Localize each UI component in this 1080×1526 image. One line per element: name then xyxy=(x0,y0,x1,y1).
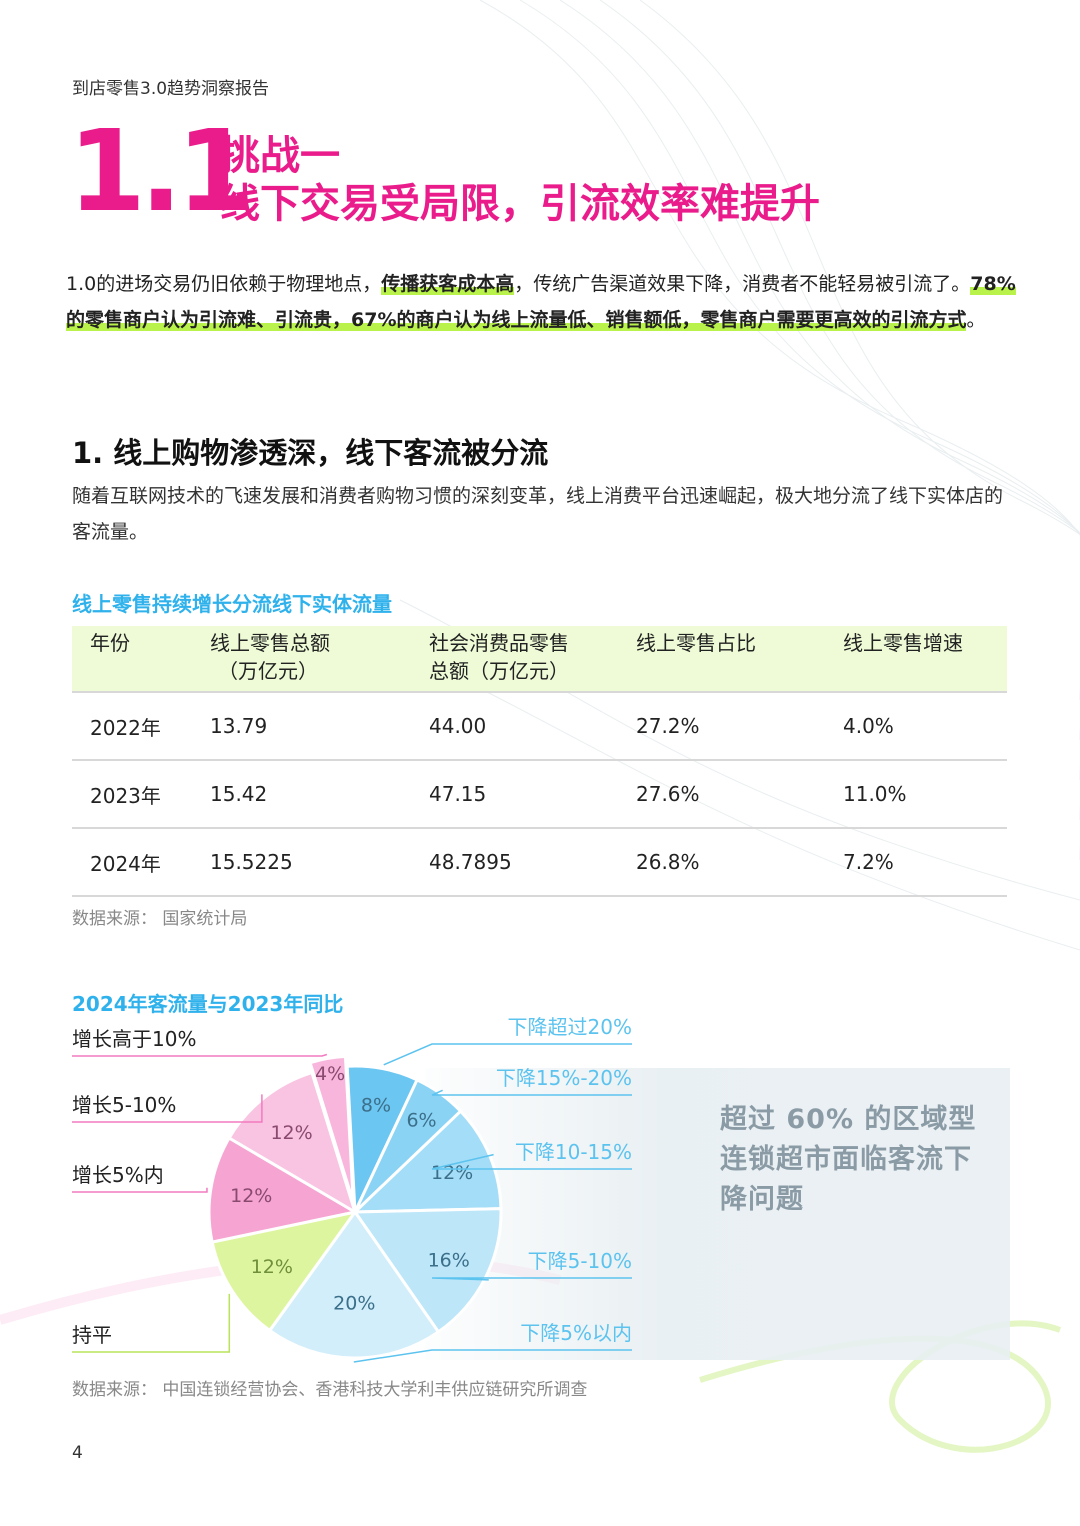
callout-panel xyxy=(425,1068,1010,1360)
header-online-total: 线上零售总额 （万亿元） xyxy=(192,626,411,693)
slice-value-label: 12% xyxy=(251,1256,293,1278)
intro-text: ，传统广告渠道效果下降，消费者不能轻易被引流了。 xyxy=(514,273,971,295)
table-row: 2022年 13.79 44.00 27.2% 4.0% xyxy=(72,692,1007,761)
cell-online-share: 27.6% xyxy=(618,760,825,829)
subsection-heading: 1. 线上购物渗透深，线下客流被分流 xyxy=(72,436,549,470)
report-title: 到店零售3.0趋势洞察报告 xyxy=(72,79,270,99)
leader-line xyxy=(431,1153,632,1170)
intro-text: 。 xyxy=(966,309,986,331)
pie-slice xyxy=(308,1054,355,1203)
cell-year: 2022年 xyxy=(72,692,192,761)
retail-data-table: 年份 线上零售总额 （万亿元） 社会消费品零售 总额（万亿元） 线上零售占比 线上零… xyxy=(72,626,1007,897)
cell-retail-total: 44.00 xyxy=(411,692,618,761)
intro-text: 1.0的进场交易仍旧依赖于物理地点， xyxy=(66,273,382,295)
slice-category-label: 下降5-10% xyxy=(528,1249,632,1273)
cell-year: 2023年 xyxy=(72,760,192,829)
leader-line xyxy=(72,1094,263,1123)
slice-value-label: 8% xyxy=(361,1095,391,1117)
leader-line xyxy=(431,1277,632,1281)
cell-year: 2024年 xyxy=(72,828,192,897)
slice-category-label: 下降15%-20% xyxy=(496,1066,632,1090)
leader-line xyxy=(72,1187,208,1193)
cell-retail-total: 48.7895 xyxy=(411,828,618,897)
pie-slice xyxy=(210,1209,359,1333)
slice-value-label: 12% xyxy=(431,1162,473,1184)
cell-online-total: 13.79 xyxy=(192,692,411,761)
table-row: 2023年 15.42 47.15 27.6% 11.0% xyxy=(72,760,1007,829)
slice-category-label: 下降5%以内 xyxy=(520,1321,632,1345)
header-retail-total: 社会消费品零售 总额（万亿元） xyxy=(411,626,618,693)
pie-slice xyxy=(207,1135,360,1244)
chart-source: 数据来源： 中国连锁经营协会、香港科技大学利丰供应链研究所调查 xyxy=(72,1380,588,1400)
header-online-share: 线上零售占比 xyxy=(618,626,825,693)
slice-value-label: 4% xyxy=(315,1063,345,1085)
slice-value-label: 12% xyxy=(230,1185,272,1207)
cell-online-share: 26.8% xyxy=(618,828,825,897)
header-online-growth: 线上零售增速 xyxy=(825,626,1007,693)
page-number: 4 xyxy=(72,1443,83,1463)
pie-slice xyxy=(267,1209,441,1360)
table-caption: 线上零售持续增长分流线下实体流量 xyxy=(72,592,392,616)
slice-value-label: 6% xyxy=(406,1110,436,1132)
leader-line xyxy=(431,1089,632,1096)
cell-online-growth: 7.2% xyxy=(825,828,1007,897)
cell-online-growth: 4.0% xyxy=(825,692,1007,761)
leader-line xyxy=(353,1349,632,1363)
table-row: 2024年 15.5225 48.7895 26.8% 7.2% xyxy=(72,828,1007,897)
slice-value-label: 12% xyxy=(270,1122,312,1144)
pie-chart: 4% 增长高于10% 8% 下降超过20% 6% 下降15%-20% 12% 下降10-15%… xyxy=(72,1015,632,1363)
leader-line xyxy=(72,1293,231,1353)
leader-line xyxy=(383,1043,632,1066)
slice-category-label: 增长高于10% xyxy=(72,1027,196,1051)
intro-highlight: 传播获客成本高 xyxy=(381,273,515,295)
slice-category-label: 持平 xyxy=(72,1323,112,1347)
cell-online-total: 15.42 xyxy=(192,760,411,829)
table-source: 数据来源： 国家统计局 xyxy=(72,909,248,929)
chart-title: 2024年客流量与2023年同比 xyxy=(72,992,344,1016)
table-header-row: 年份 线上零售总额 （万亿元） 社会消费品零售 总额（万亿元） 线上零售占比 线上零… xyxy=(72,626,1007,693)
slice-category-label: 增长5%内 xyxy=(72,1163,164,1187)
slice-category-label: 增长5-10% xyxy=(72,1093,176,1117)
intro-paragraph: 1.0的进场交易仍旧依赖于物理地点，传播获客成本高，传统广告渠道效果下降，消费者… xyxy=(66,266,1016,338)
section-kicker: 挑战一 xyxy=(220,133,340,179)
cell-online-share: 27.2% xyxy=(618,692,825,761)
section-heading: 线下交易受局限，引流效率难提升 xyxy=(220,181,820,227)
header-year: 年份 xyxy=(72,626,192,693)
cell-retail-total: 47.15 xyxy=(411,760,618,829)
subsection-paragraph: 随着互联网技术的飞速发展和消费者购物习惯的深刻变革，线上消费平台迅速崛起，极大地… xyxy=(72,485,1004,543)
callout-text: 超过 60% 的区域型连锁超市面临客流下降问题 xyxy=(720,1104,977,1215)
slice-category-label: 下降10-15% xyxy=(515,1140,632,1164)
slice-value-label: 16% xyxy=(428,1250,470,1272)
slice-category-label: 下降超过20% xyxy=(508,1015,632,1039)
pie-slice xyxy=(227,1070,358,1216)
leader-line xyxy=(72,1053,328,1057)
cell-online-growth: 11.0% xyxy=(825,760,1007,829)
cell-online-total: 15.5225 xyxy=(192,828,411,897)
slice-value-label: 20% xyxy=(333,1293,375,1315)
section-number: 1.1 xyxy=(68,107,254,237)
